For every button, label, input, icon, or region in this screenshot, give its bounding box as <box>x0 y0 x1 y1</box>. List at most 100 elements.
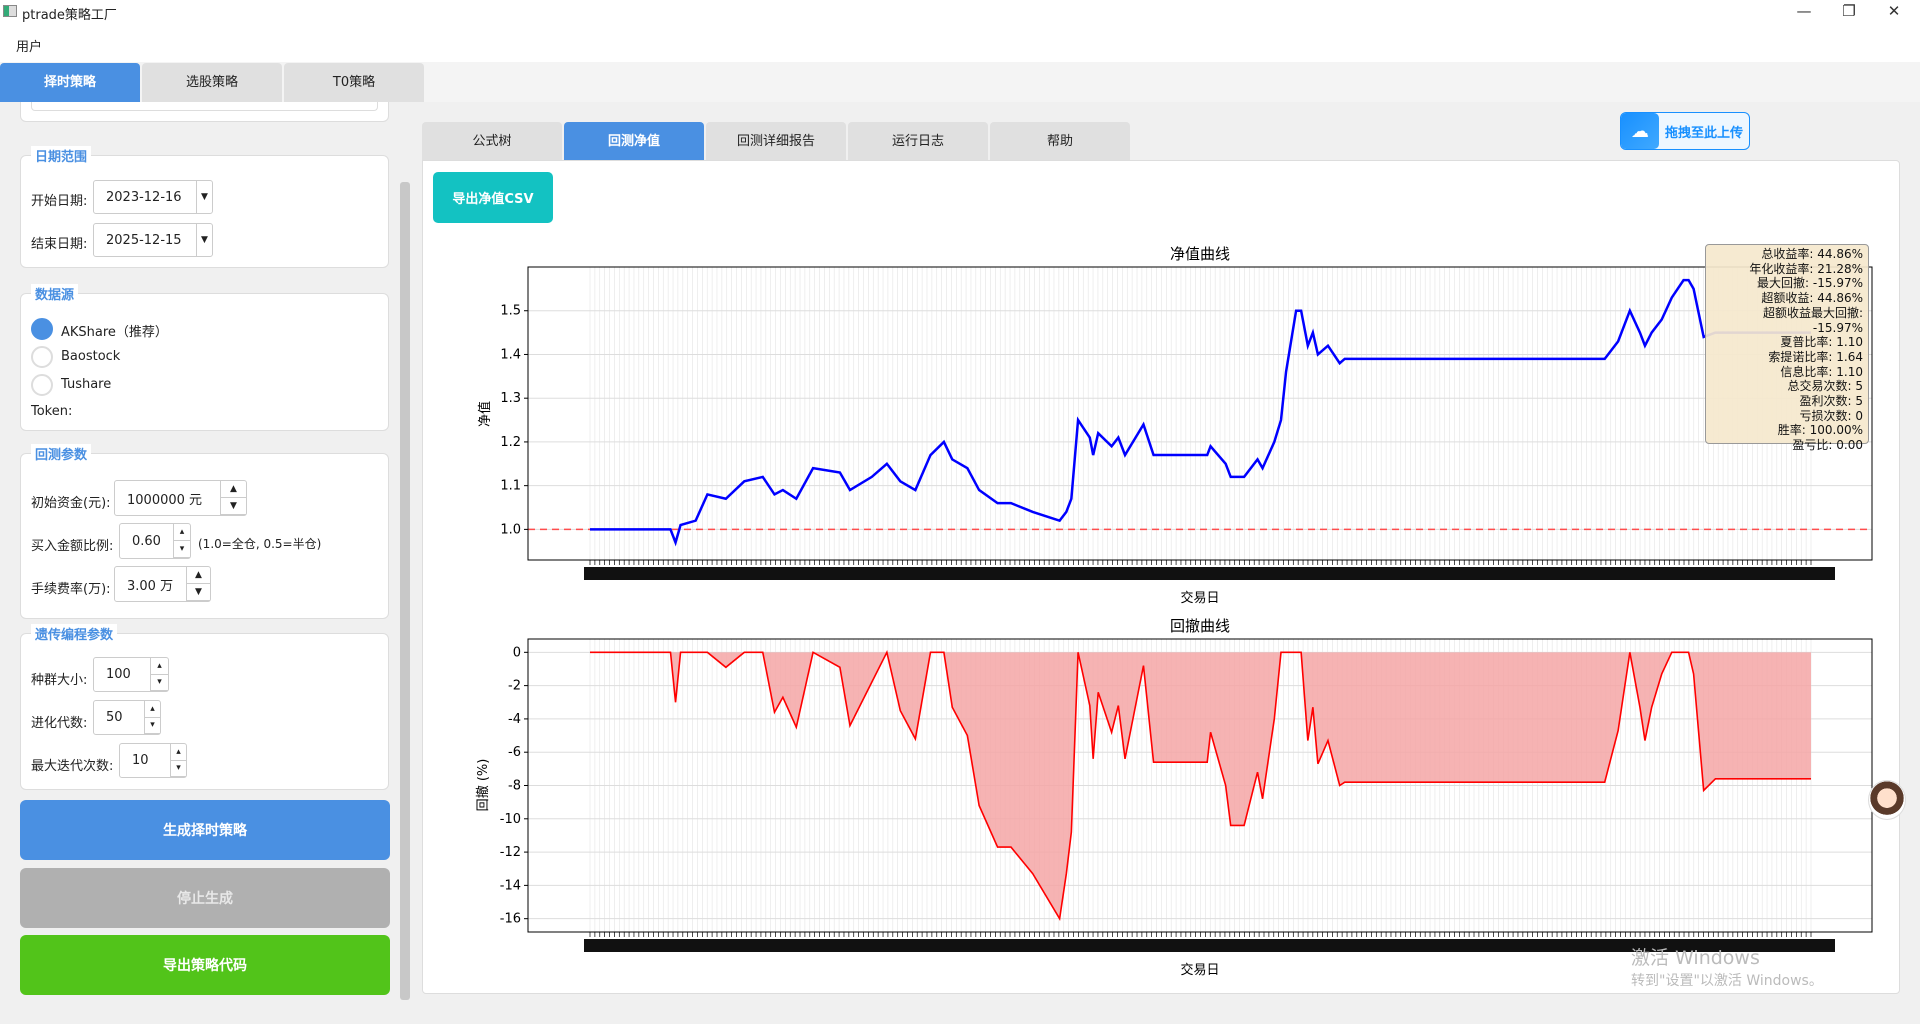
metric-line: 年化收益率: 21.28% <box>1749 261 1863 276</box>
end-date-label: 结束日期: <box>31 237 88 252</box>
arrow-down-icon[interactable]: ▼ <box>221 498 246 515</box>
radio-tushare-label[interactable]: Tushare <box>61 377 112 392</box>
start-date-value: 2023-12-16 <box>106 189 182 205</box>
capital-label: 初始资金(元): <box>31 496 111 511</box>
nav-chart-title: 净值曲线 <box>1170 245 1230 263</box>
drawdown-y-label: 回撤 (%) <box>475 759 491 812</box>
y-tick-label: 1.5 <box>500 304 521 319</box>
generations-value: 50 <box>106 710 123 725</box>
tab-backtest-nav[interactable]: 回测净值 <box>564 122 704 161</box>
nav-x-label: 交易日 <box>1180 590 1219 606</box>
export-csv-button[interactable]: 导出净值CSV <box>433 172 553 223</box>
population-spinbox[interactable]: 100 ▴ ▾ <box>93 657 169 692</box>
metric-line: 总交易次数: 5 <box>1787 379 1864 394</box>
metric-line: 最大回撤: -15.97% <box>1757 276 1863 291</box>
menu-user[interactable]: 用户 <box>16 40 43 55</box>
minimize-button[interactable]: — <box>1796 2 1812 20</box>
arrow-up-icon[interactable]: ▲ <box>221 481 246 498</box>
radio-baostock-label[interactable]: Baostock <box>61 349 121 364</box>
y-tick-label: 0 <box>513 645 521 660</box>
x-tick-labels-overlap <box>584 939 1835 952</box>
assistant-avatar[interactable] <box>1868 780 1906 820</box>
y-tick-label: 1.4 <box>500 347 521 362</box>
start-date-picker[interactable]: 2023-12-16 ▼ <box>93 180 213 214</box>
generate-strategy-button[interactable]: 生成择时策略 <box>20 800 390 860</box>
arrow-up-icon[interactable]: ▴ <box>171 744 186 761</box>
tab-run-log[interactable]: 运行日志 <box>848 122 988 161</box>
tab-formula-tree[interactable]: 公式树 <box>422 122 562 161</box>
y-tick-label: 1.3 <box>500 391 521 406</box>
arrow-down-icon[interactable]: ▾ <box>174 541 190 558</box>
arrow-down-icon[interactable]: ▾ <box>151 675 168 691</box>
tab-stock-selection[interactable]: 选股策略 <box>142 63 282 102</box>
end-date-value: 2025-12-15 <box>106 232 182 248</box>
settings-panel: 日期范围 开始日期: 2023-12-16 ▼ 结束日期: 2025-12-15 ▼… <box>0 102 400 1002</box>
tab-help[interactable]: 帮助 <box>990 122 1130 161</box>
max-iter-value: 10 <box>132 753 149 768</box>
arrow-up-icon[interactable]: ▴ <box>174 524 190 541</box>
metric-line: 索提诺比率: 1.64 <box>1768 349 1863 364</box>
tab-timing-strategy[interactable]: 择时策略 <box>0 63 140 102</box>
restore-button[interactable]: ❐ <box>1842 2 1856 20</box>
nav-chart: 1.0 1.1 1.2 1.3 1.4 1.5 <box>500 266 1873 580</box>
capital-spinbox[interactable]: 1000000 元 ▲ ▼ <box>114 480 247 516</box>
metric-line: 盈亏比: 0.00 <box>1792 438 1863 453</box>
upload-dropzone[interactable]: ☁ 拖拽至此上传 <box>1620 112 1750 150</box>
ratio-hint: (1.0=全仓, 0.5=半仓) <box>198 537 322 551</box>
y-tick-label: 1.2 <box>500 435 521 450</box>
population-label: 种群大小: <box>31 673 88 688</box>
arrow-down-icon[interactable]: ▼ <box>187 584 210 601</box>
fee-value: 3.00 万 <box>127 578 174 594</box>
end-date-picker[interactable]: 2025-12-15 ▼ <box>93 223 213 257</box>
arrow-up-icon[interactable]: ▴ <box>151 658 168 675</box>
radio-baostock[interactable] <box>31 346 53 368</box>
date-range-group: 日期范围 开始日期: 2023-12-16 ▼ 结束日期: 2025-12-15 ▼ <box>20 146 389 268</box>
drawdown-chart: 0 -2 -4 -6 -8 -10 -12 -14 -16 <box>500 638 1873 952</box>
capital-value: 1000000 元 <box>127 492 203 508</box>
drawdown-area <box>590 652 1811 919</box>
metric-line: 超额收益最大回撤: -15.97% <box>1762 305 1863 335</box>
stop-generation-button[interactable]: 停止生成 <box>20 868 390 928</box>
y-tick-label: -14 <box>500 878 521 893</box>
watermark-line1: 激活 Windows <box>1631 947 1760 969</box>
data-source-group: 数据源 AKShare（推荐） Baostock Tushare Token: <box>20 284 389 431</box>
arrow-up-icon[interactable]: ▴ <box>145 701 160 718</box>
gp-params-title: 遗传编程参数 <box>31 624 118 643</box>
drawdown-x-label: 交易日 <box>1180 962 1219 978</box>
y-tick-label: -8 <box>508 779 521 794</box>
tab-detailed-report[interactable]: 回测详细报告 <box>706 122 846 161</box>
radio-tushare[interactable] <box>31 374 53 396</box>
max-iter-spinbox[interactable]: 10 ▴ ▾ <box>119 743 187 778</box>
metric-line: 超额收益: 44.86% <box>1761 291 1863 306</box>
y-tick-label: -4 <box>508 712 521 727</box>
metric-line: 胜率: 100.00% <box>1777 423 1863 438</box>
fee-spinbox[interactable]: 3.00 万 ▲ ▼ <box>114 566 211 602</box>
tab-t0-strategy[interactable]: T0策略 <box>284 63 424 102</box>
generations-spinbox[interactable]: 50 ▴ ▾ <box>93 700 161 735</box>
metric-line: 夏普比率: 1.10 <box>1780 335 1863 350</box>
chevron-down-icon[interactable]: ▼ <box>196 181 212 213</box>
sidebar-scrollbar[interactable] <box>400 182 410 1000</box>
metric-line: 信息比率: 1.10 <box>1780 364 1863 379</box>
y-tick-label: 1.0 <box>500 522 521 537</box>
plot-frame <box>527 266 1873 561</box>
chevron-down-icon[interactable]: ▼ <box>196 224 212 256</box>
ratio-spinbox[interactable]: 0.60 ▴ ▾ <box>119 523 191 559</box>
metric-line: 总收益率: 44.86% <box>1761 247 1863 261</box>
arrow-down-icon[interactable]: ▾ <box>145 718 160 734</box>
metrics-box: 总收益率: 44.86% 年化收益率: 21.28% 最大回撤: -15.97% 超额… <box>1705 244 1869 452</box>
arrow-up-icon[interactable]: ▲ <box>187 567 210 584</box>
close-button[interactable]: ✕ <box>1887 2 1901 20</box>
radio-akshare-label[interactable]: AKShare（推荐） <box>61 325 168 340</box>
ratio-label: 买入金额比例: <box>31 539 114 554</box>
radio-akshare[interactable] <box>31 318 53 340</box>
metric-line: 亏损次数: 0 <box>1799 408 1864 423</box>
ratio-value: 0.60 <box>132 533 161 549</box>
nav-y-label: 净值 <box>477 401 493 427</box>
y-tick-label: -12 <box>500 845 521 860</box>
export-code-button[interactable]: 导出策略代码 <box>20 935 390 995</box>
arrow-down-icon[interactable]: ▾ <box>171 761 186 777</box>
app-icon <box>3 5 17 17</box>
token-label: Token: <box>31 404 73 419</box>
